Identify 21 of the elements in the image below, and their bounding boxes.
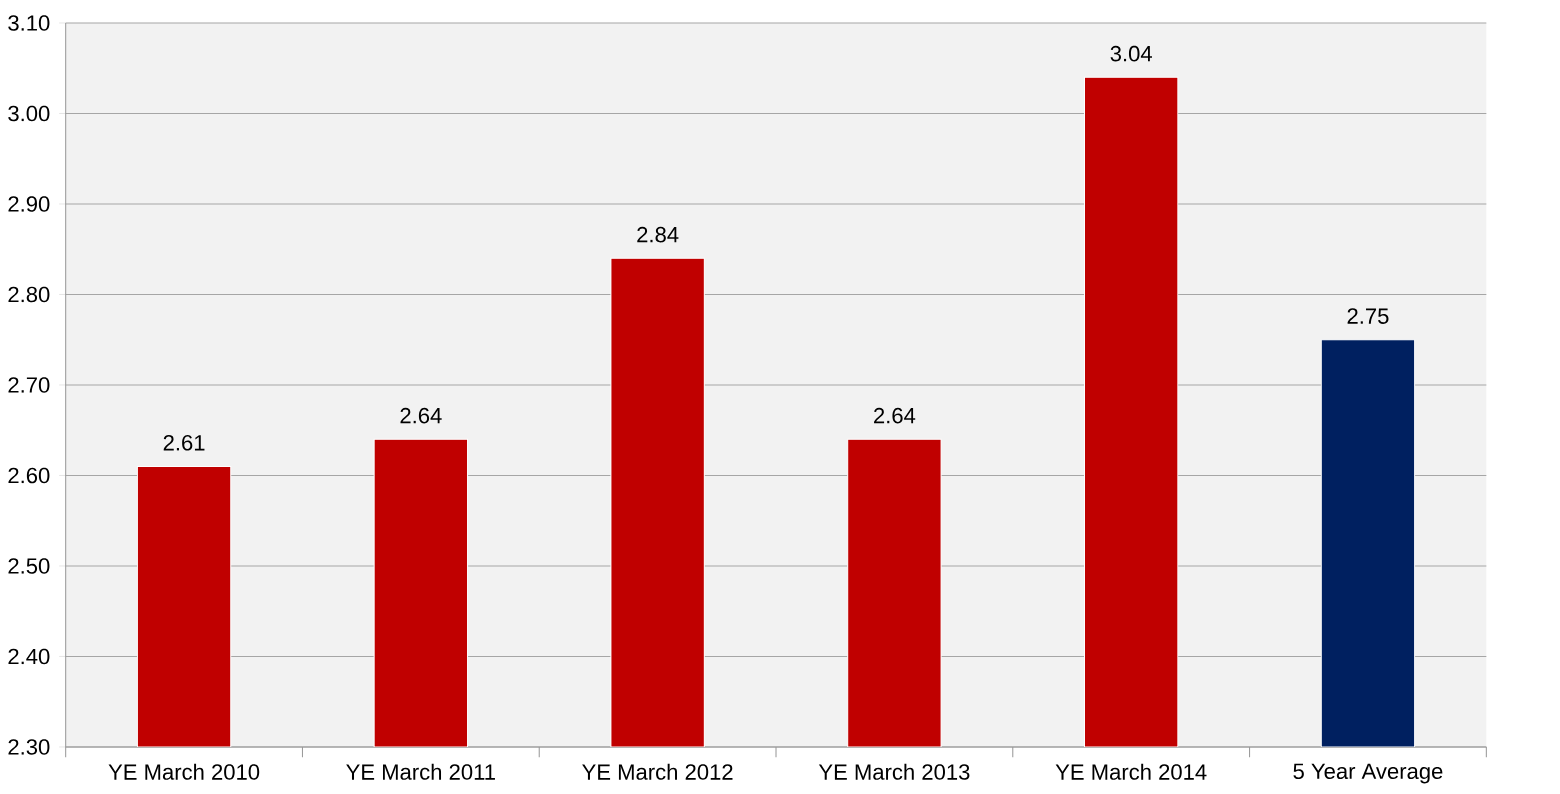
x-tick-label: 5 Year Average bbox=[1293, 763, 1443, 784]
data-label: 2.64 bbox=[874, 407, 916, 424]
y-tick-label: 3.00 bbox=[8, 105, 50, 122]
y-tick-label: 2.70 bbox=[8, 377, 50, 393]
y-tick-label: 2.30 bbox=[8, 739, 50, 755]
data-label: 2.61 bbox=[163, 434, 205, 451]
y-tick-label: 3.10 bbox=[8, 15, 50, 31]
x-tick-label: YE March 2011 bbox=[346, 763, 495, 780]
y-tick-label: 2.90 bbox=[8, 196, 50, 212]
data-label: 3.04 bbox=[1110, 45, 1152, 62]
x-tick-label: YE March 2010 bbox=[108, 763, 260, 780]
x-tick-label: YE March 2013 bbox=[818, 763, 970, 780]
data-label: 2.64 bbox=[400, 407, 442, 424]
y-tick-label: 2.60 bbox=[8, 467, 50, 484]
x-tick-label: YE March 2012 bbox=[582, 763, 733, 780]
y-tick-label: 2.80 bbox=[8, 286, 50, 303]
data-label: 2.75 bbox=[1347, 308, 1389, 324]
y-tick-label: 2.40 bbox=[8, 648, 50, 665]
data-label: 2.84 bbox=[637, 226, 679, 243]
x-tick-label: YE March 2014 bbox=[1055, 763, 1207, 780]
y-tick-label: 2.50 bbox=[8, 558, 50, 574]
